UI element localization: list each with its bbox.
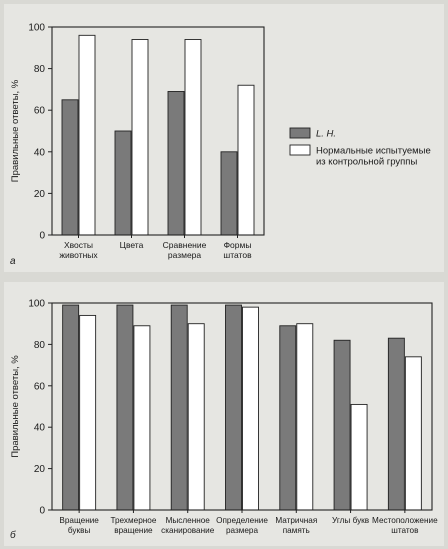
bar-control — [131, 39, 149, 236]
y-tick-label: 20 — [34, 464, 46, 475]
legend-swatch-lh — [289, 127, 311, 139]
bar-lh — [61, 99, 79, 236]
x-tick-label-line: Цвета — [120, 240, 144, 250]
y-axis-label: Правильные ответы, % — [10, 79, 21, 182]
y-tick-label: 0 — [39, 506, 45, 517]
bar-control — [184, 39, 202, 236]
y-tick-label: 40 — [34, 423, 46, 434]
x-tick-label: Углы букв — [332, 516, 369, 525]
bar-lh — [170, 304, 188, 511]
bar-control — [242, 306, 259, 511]
x-tick-label: Мысленное сканирование — [161, 516, 215, 535]
panel-label: б — [10, 529, 16, 541]
legend-label-line: из контрольной группы — [316, 157, 417, 168]
x-tick-label-line: размера — [168, 250, 202, 260]
x-tick-label-line: вращение — [114, 526, 153, 535]
bar-control — [350, 403, 368, 511]
x-tick-label-line: штатов — [391, 526, 418, 535]
legend-label-line: L. H. — [316, 129, 336, 140]
x-tick-label-line: Вращение — [59, 516, 99, 525]
x-tick-label-line: Формы — [224, 240, 252, 250]
y-tick-label: 60 — [34, 106, 46, 117]
x-tick-label-line: буквы — [68, 526, 91, 535]
x-tick-label: Вращение буквы — [59, 516, 99, 535]
legend-swatch-control — [289, 144, 311, 156]
bar-control — [237, 84, 255, 236]
plot-frame — [51, 302, 433, 511]
bar-control — [187, 323, 205, 511]
bar-lh — [279, 325, 297, 511]
bar-lh — [225, 304, 242, 511]
x-tick-label: Сравнение размера — [163, 240, 207, 260]
x-tick-label-line: Матричная — [275, 516, 317, 525]
bar-lh — [167, 91, 185, 236]
x-tick-label-line: Хвосты — [64, 240, 93, 250]
bar-lh — [387, 337, 405, 511]
bar-control — [78, 34, 96, 236]
legend-label: L. H. — [316, 129, 336, 140]
x-tick-label-line: память — [283, 526, 310, 535]
y-tick-label: 80 — [34, 64, 46, 75]
x-tick-label: Хвосты животных — [59, 240, 98, 260]
y-tick-label: 100 — [28, 299, 45, 310]
bar-control — [404, 356, 422, 511]
bar-lh — [114, 130, 132, 236]
x-tick-label-line: животных — [59, 250, 98, 260]
legend: L. H. Нормальные испытуемые из контрольной… — [289, 127, 431, 168]
y-tick-label: 20 — [34, 189, 46, 200]
bar-lh — [220, 151, 238, 236]
chart-panel-a: 0 20 40 60 80 100 Правильные ответы, % Хвосты жи… — [4, 4, 444, 272]
bar-lh — [116, 304, 134, 511]
x-tick-label-line: Сравнение — [163, 240, 207, 250]
chart-panel-b: 0 20 40 60 80 100 Правильные ответы, % Вращение… — [4, 282, 444, 546]
x-tick-label-line: сканирование — [161, 526, 215, 535]
x-tick-label-line: штатов — [223, 250, 252, 260]
x-tick-label-line: размера — [226, 526, 259, 535]
x-tick-label: Определение размера — [216, 516, 268, 535]
x-tick-label: Цвета — [120, 240, 144, 250]
x-tick-label-line: Местоположение — [372, 516, 438, 525]
x-tick-label-line: Определение — [216, 516, 268, 525]
y-tick-label: 80 — [34, 340, 46, 351]
y-axis-label: Правильные ответы, % — [10, 355, 21, 458]
y-tick-label: 100 — [28, 23, 45, 34]
x-tick-label-line: Трехмерное — [110, 516, 156, 525]
y-tick-label: 0 — [39, 231, 45, 242]
bar-lh — [62, 304, 80, 511]
bar-control — [133, 325, 151, 511]
y-tick-label: 60 — [34, 381, 46, 392]
panel-label: а — [10, 256, 16, 267]
legend-label-line: Нормальные испытуемые — [316, 146, 431, 157]
bar-control — [296, 323, 314, 511]
bar-control — [79, 314, 97, 511]
x-tick-label: Трехмерное вращение — [110, 516, 156, 535]
x-tick-label: Матричная память — [275, 516, 317, 535]
x-tick-label: Местоположение штатов — [372, 516, 438, 535]
plot-frame — [51, 26, 265, 236]
x-tick-label: Формы штатов — [223, 240, 252, 260]
x-tick-label-line: Мысленное — [166, 516, 211, 525]
x-tick-label-line: Углы букв — [332, 516, 369, 525]
y-tick-label: 40 — [34, 147, 46, 158]
legend-label: Нормальные испытуемые из контрольной груп… — [316, 146, 431, 168]
bar-lh — [333, 339, 351, 511]
